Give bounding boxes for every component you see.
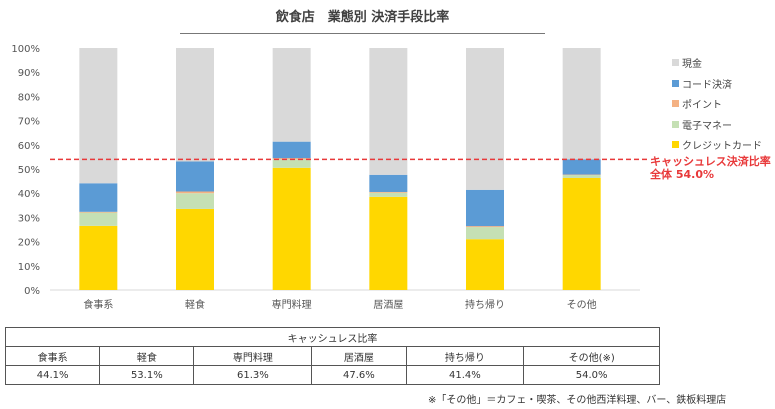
bar-segment <box>79 211 118 213</box>
legend-label: クレジットカード <box>682 141 762 152</box>
bar-segment <box>272 48 311 142</box>
x-tick-label: 専門料理 <box>272 298 312 311</box>
bar-segment <box>369 196 408 290</box>
y-tick-label: 20% <box>18 238 40 249</box>
reference-label-line2: 全体 54.0% <box>650 168 714 181</box>
table-header-cell: 食事系 <box>4 346 101 366</box>
x-tick-label: 軽食 <box>185 298 205 311</box>
legend-swatch <box>672 59 679 66</box>
bar-segment <box>79 48 118 184</box>
table-value-row: 44.1% 53.1% 61.3% 47.6% 41.4% 54.0% <box>4 365 660 385</box>
bar-segment <box>466 239 504 290</box>
y-tick-label: 0% <box>24 286 40 297</box>
bar-segment <box>272 159 311 168</box>
table-header-cell: 専門料理 <box>193 346 313 366</box>
legend-label: コード決済 <box>682 79 732 91</box>
table-header-cell: 持ち帰り <box>405 346 525 366</box>
x-tick-label: その他 <box>567 298 597 311</box>
legend-swatch <box>672 100 679 107</box>
legend-label: 電子マネー <box>682 120 732 132</box>
y-tick-label: 40% <box>18 189 40 200</box>
x-tick-label: 持ち帰り <box>465 298 505 311</box>
bar-segment <box>79 212 118 226</box>
bar-segment <box>176 193 214 209</box>
table-header-cell: その他(※) <box>523 346 660 366</box>
bar-segment <box>369 191 408 193</box>
bar-segment <box>562 159 601 175</box>
table-value-cell: 54.0% <box>523 365 660 385</box>
legend-swatch <box>672 141 679 148</box>
table-header-cell: 居酒屋 <box>311 346 407 366</box>
table-header-cell: 軽食 <box>99 346 195 366</box>
bar-segment <box>272 167 311 290</box>
bar-segment <box>369 48 408 175</box>
bar-segment <box>176 161 214 192</box>
legend-item: 電子マネー <box>672 117 732 132</box>
bar-segment <box>272 141 311 159</box>
legend-item: コード決済 <box>672 76 732 91</box>
legend-swatch <box>672 79 679 87</box>
x-tick-label: 食事系 <box>83 298 113 311</box>
bar-segment <box>562 177 601 290</box>
bar-segment <box>562 48 601 160</box>
y-tick-label: 90% <box>18 68 40 79</box>
table-value-cell: 44.1% <box>4 365 101 385</box>
bar-segment <box>466 189 504 227</box>
table-value-cell: 53.1% <box>99 365 195 385</box>
table-value-cell: 61.3% <box>193 365 313 385</box>
legend-label: 現金 <box>682 59 702 70</box>
cashless-ratio-table: キャッシュレス比率 食事系 軽食 専門料理 居酒屋 持ち帰り その他(※) 44.1% 53… <box>4 327 660 385</box>
x-tick-label: 居酒屋 <box>373 299 403 311</box>
legend-item: ポイント <box>672 96 722 111</box>
table-value-cell: 41.4% <box>405 365 525 385</box>
reference-line-label: キャッシュレス決済比率 全体 54.0% <box>650 155 771 181</box>
bar-segment <box>176 48 214 162</box>
bar-segment <box>562 175 601 178</box>
legend-item: クレジットカード <box>672 137 762 152</box>
y-tick-label: 10% <box>18 262 40 273</box>
y-tick-label: 30% <box>18 213 40 224</box>
bar-segment <box>79 225 118 290</box>
reference-label-line1: キャッシュレス決済比率 <box>650 155 771 168</box>
y-tick-label: 100% <box>11 44 40 55</box>
bar-segment <box>466 48 504 190</box>
y-tick-label: 50% <box>18 165 40 176</box>
y-tick-label: 60% <box>18 141 40 152</box>
legend-swatch <box>672 120 679 128</box>
bar-segment <box>176 208 214 290</box>
bar-segment <box>369 174 408 192</box>
table-title: キャッシュレス比率 <box>5 327 660 347</box>
footnote: ※「その他」＝カフェ・喫茶、その他西洋料理、バー、鉄板料理店 <box>428 395 727 406</box>
chart-title: 飲食店 業態別 決済手段比率 <box>180 6 545 34</box>
y-tick-label: 70% <box>18 117 40 128</box>
legend-label: ポイント <box>682 100 722 111</box>
legend-item: 現金 <box>672 55 702 70</box>
bar-segment <box>79 183 118 212</box>
bar-segment <box>176 191 214 194</box>
table-header-row: 食事系 軽食 専門料理 居酒屋 持ち帰り その他(※) <box>4 346 660 366</box>
bar-segment <box>369 192 408 197</box>
bar-segment <box>466 226 504 228</box>
bar-segment <box>466 227 504 240</box>
table-value-cell: 47.6% <box>311 365 407 385</box>
chart-plot: 0% 10% 20% 30% 40% 50% 60% 70% 80% 90% 100% 食事系 軽食 専門… <box>11 44 648 311</box>
y-tick-label: 80% <box>18 92 40 103</box>
